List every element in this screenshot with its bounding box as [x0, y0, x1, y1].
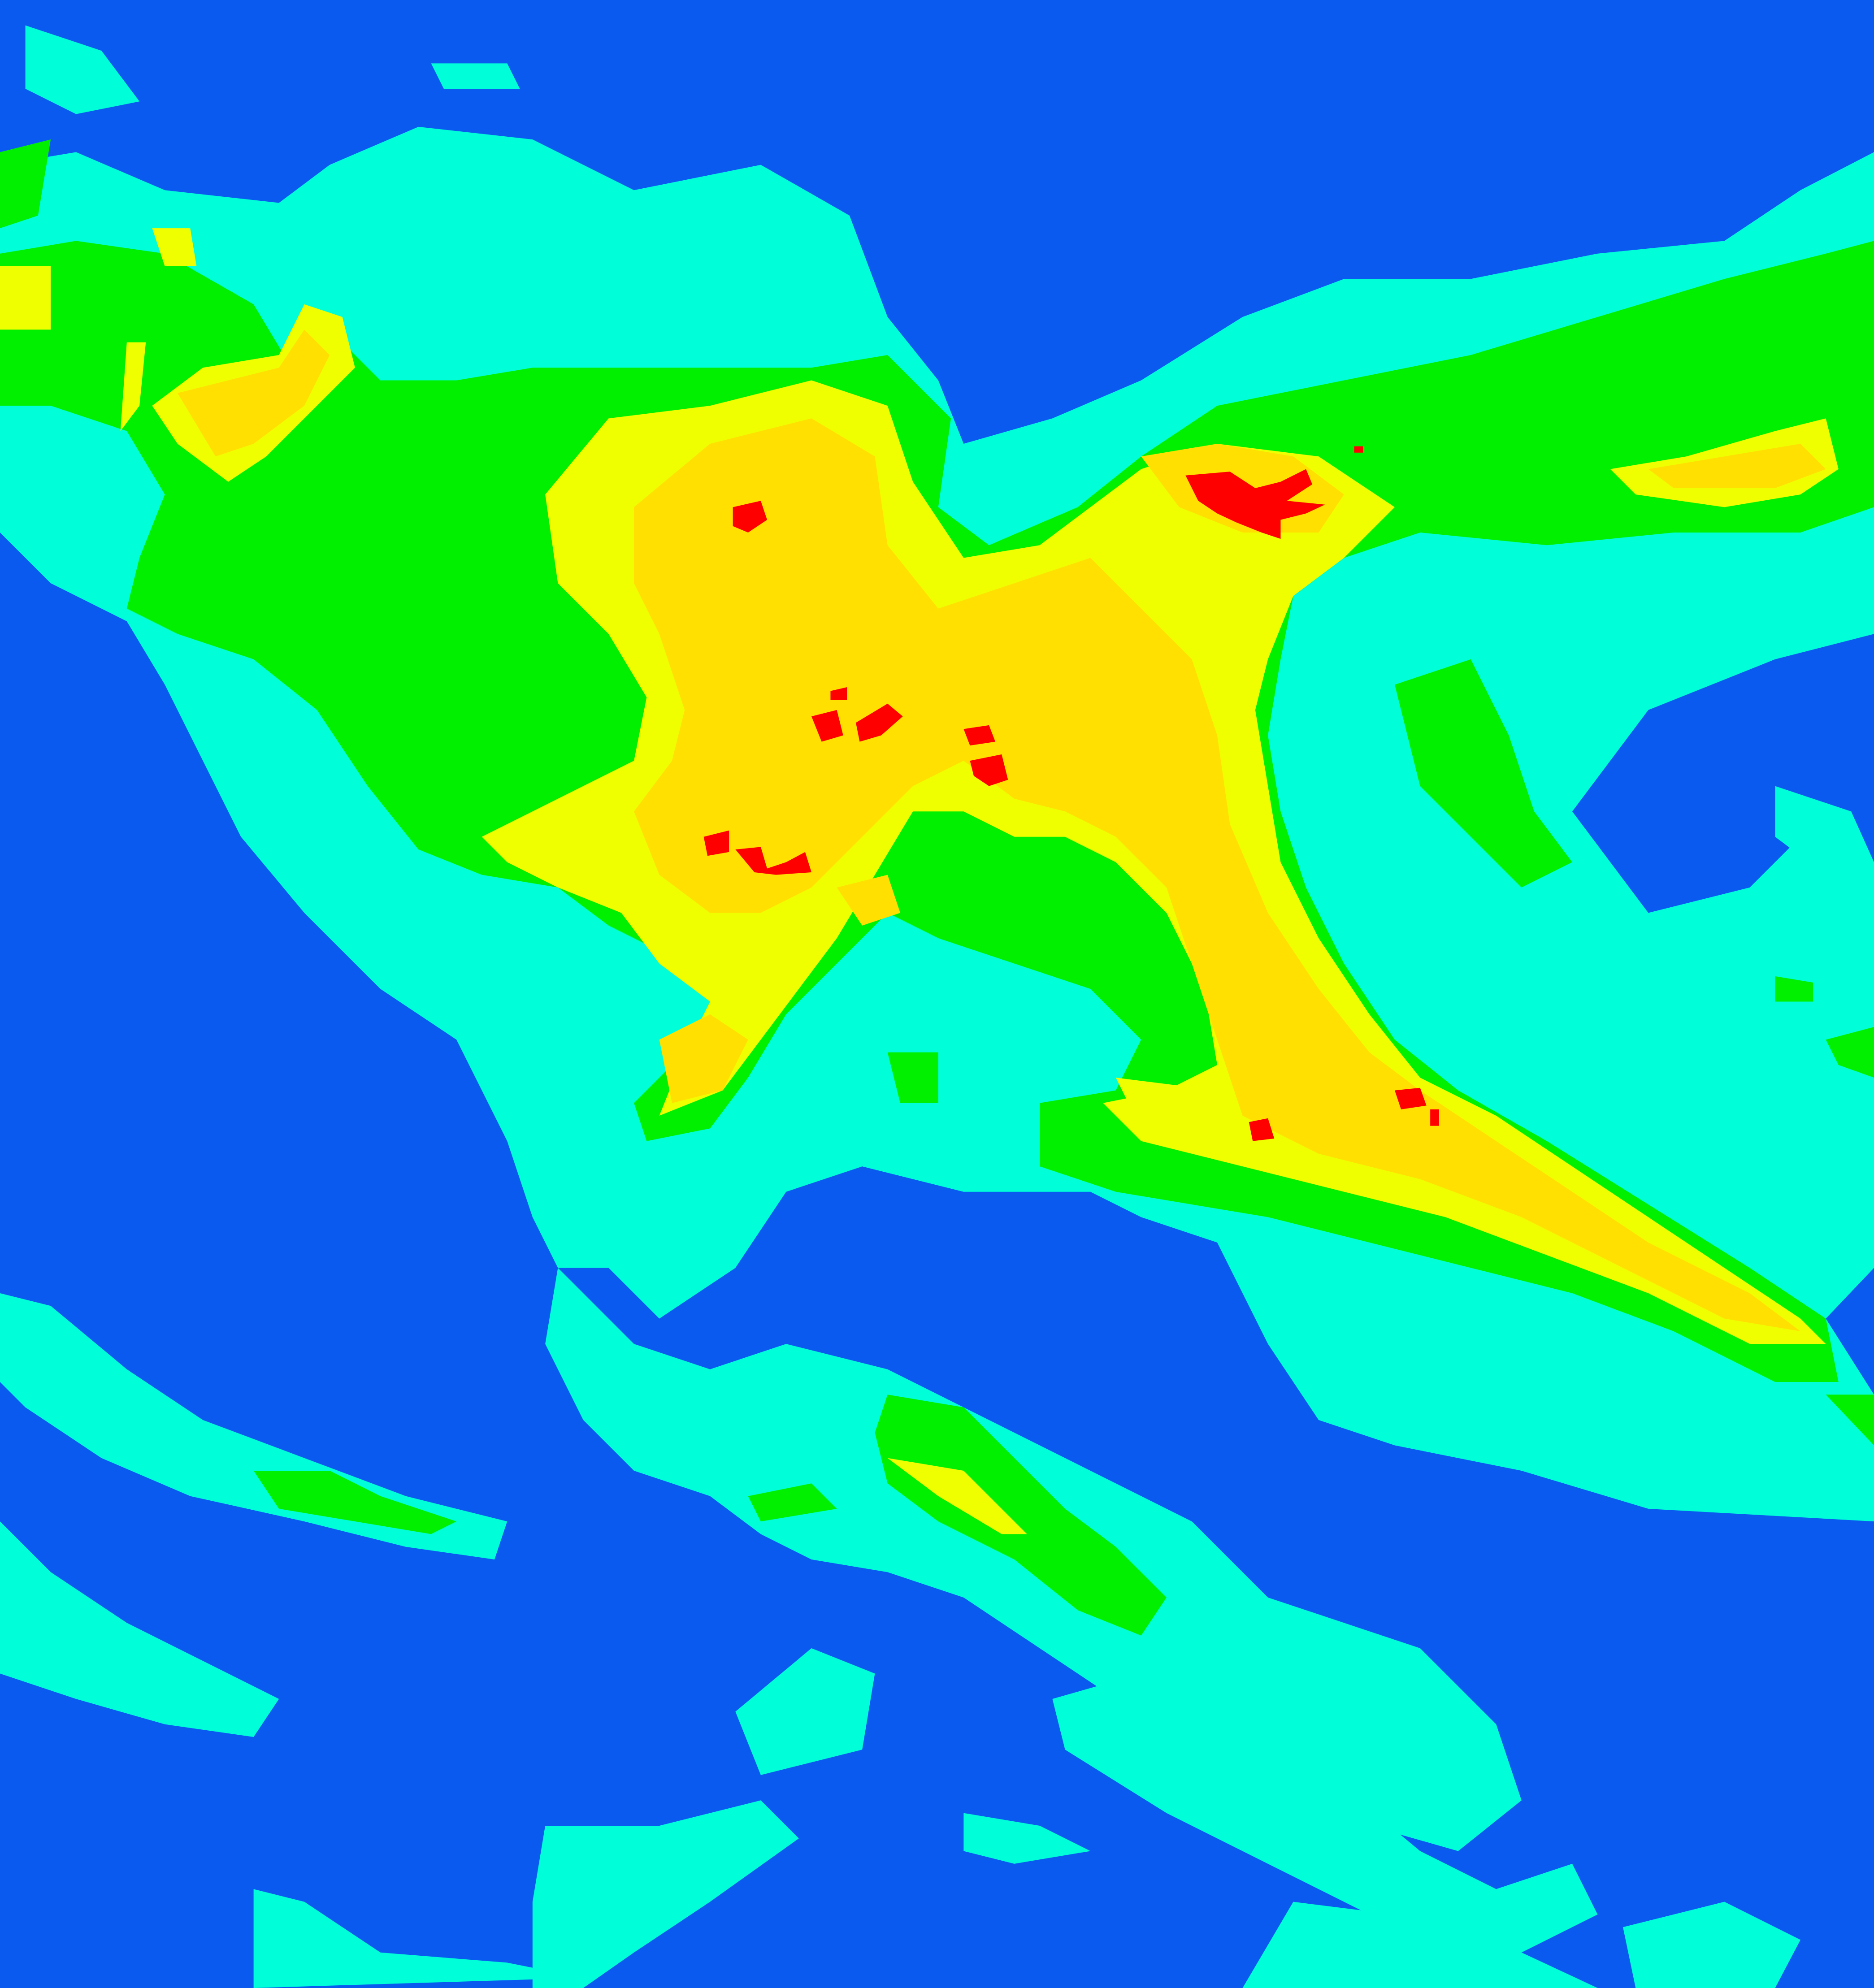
class-layer-red [703, 446, 1439, 1141]
